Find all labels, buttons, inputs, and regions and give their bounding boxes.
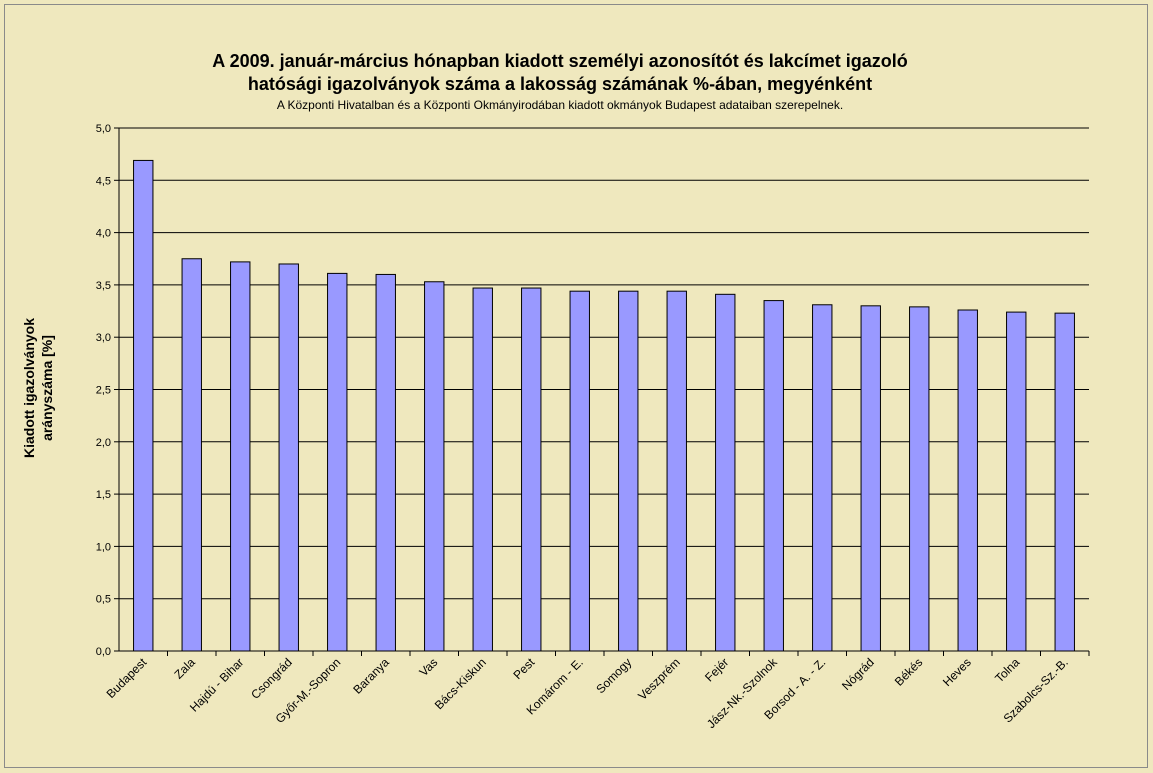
x-tick-label: Heves [940, 655, 974, 689]
y-tick-label: 4,0 [96, 228, 111, 240]
bar [860, 305, 881, 652]
y-tick-label: 0,0 [96, 646, 111, 658]
bar [618, 290, 639, 652]
x-tick-label: Tolna [992, 655, 1022, 685]
bar [715, 293, 736, 652]
y-tick-label: 1,5 [96, 489, 111, 501]
y-tick-label: 4,5 [96, 175, 111, 187]
bar [521, 287, 542, 652]
bar [1054, 312, 1075, 652]
bar [424, 281, 445, 652]
x-tick-label: Budapest [104, 655, 150, 701]
y-tick-label: 3,5 [96, 280, 111, 292]
bar [133, 159, 154, 652]
bar [1006, 311, 1027, 652]
bar [230, 261, 251, 652]
y-tick-label: 3,0 [96, 332, 111, 344]
bar [812, 304, 833, 652]
chart-title: A 2009. január-március hónapban kiadott … [0, 50, 1120, 96]
y-tick-label: 1,0 [96, 541, 111, 553]
x-tick-label: Bács-Kiskun [432, 655, 489, 712]
chart-frame [4, 4, 1148, 768]
bar [666, 290, 687, 652]
bar [957, 309, 978, 652]
y-tick-label: 2,0 [96, 437, 111, 449]
x-tick-label: Csongrád [248, 655, 295, 702]
x-tick-label: Veszprém [635, 655, 683, 703]
x-tick-label: Somogy [593, 655, 634, 696]
bar [909, 306, 930, 652]
bar [278, 263, 299, 652]
x-tick-label: Nógrád [839, 655, 877, 693]
x-tick-label: Baranya [350, 655, 392, 697]
bar [472, 287, 493, 652]
chart-title-line-2: hatósági igazolványok száma a lakosság s… [247, 74, 873, 94]
y-tick-label: 2,5 [96, 385, 111, 397]
chart-subtitle: A Központi Hivatalban és a Központi Okmá… [276, 98, 844, 112]
y-tick-label: 0,5 [96, 594, 111, 606]
x-tick-label: Pest [510, 655, 537, 682]
x-tick-label: Zala [171, 655, 198, 682]
bar [763, 300, 784, 652]
bar [569, 290, 590, 652]
x-tick-label: Békés [892, 655, 925, 688]
bar [181, 258, 202, 652]
chart-title-line-1: A 2009. január-március hónapban kiadott … [212, 51, 908, 71]
bar [375, 273, 396, 652]
bar [327, 272, 348, 652]
x-tick-label: Vas [416, 655, 440, 679]
x-tick-label: Fejér [702, 655, 731, 684]
y-tick-label: 5,0 [96, 123, 111, 135]
